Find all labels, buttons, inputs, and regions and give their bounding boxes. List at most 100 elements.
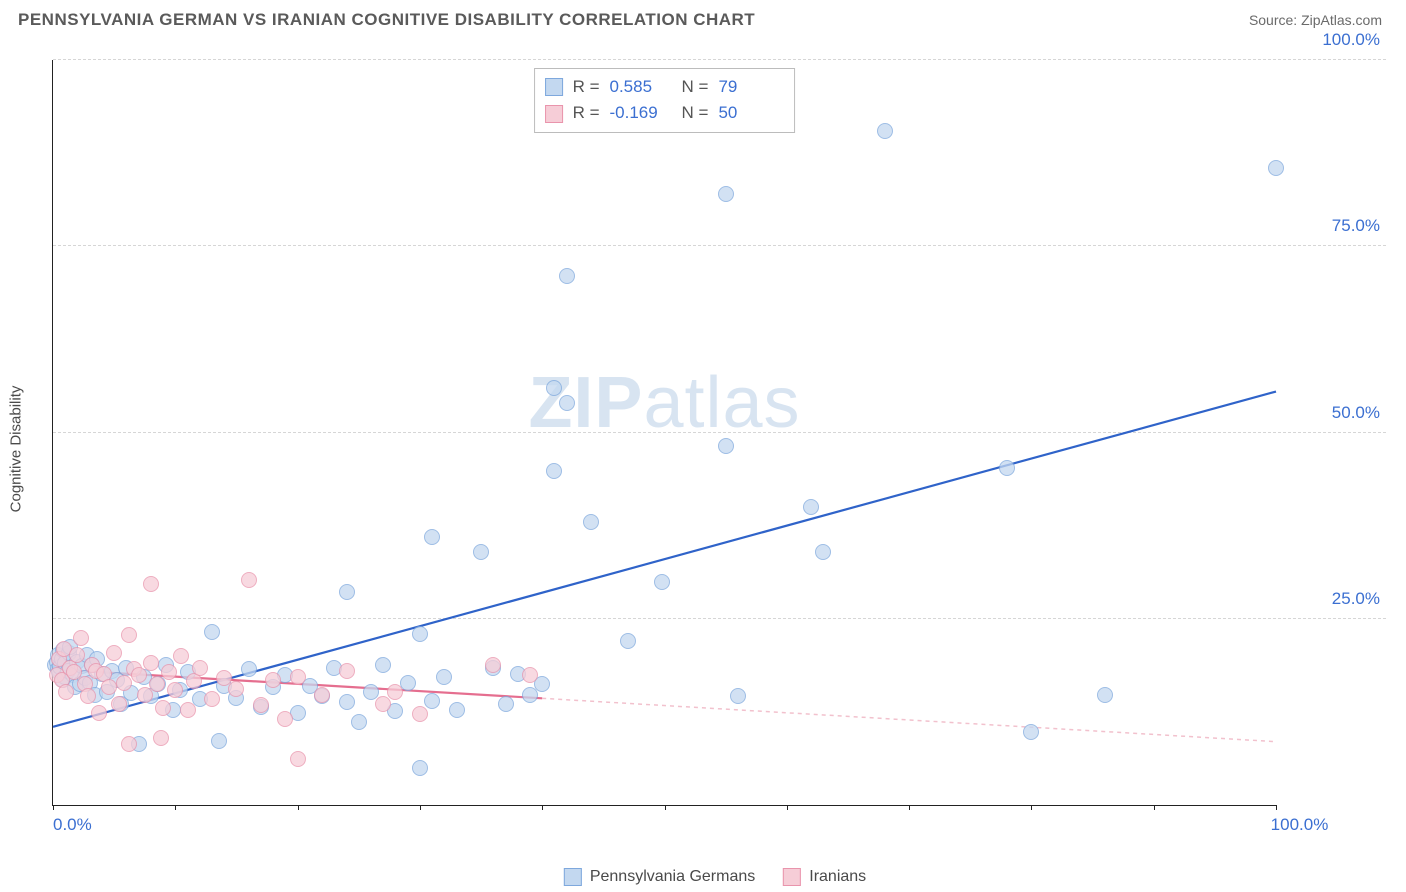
gridline bbox=[53, 618, 1386, 619]
data-point bbox=[583, 514, 599, 530]
x-tick-label: 100.0% bbox=[1271, 815, 1329, 835]
gridline bbox=[53, 59, 1386, 60]
gridline bbox=[53, 245, 1386, 246]
data-point bbox=[1023, 724, 1039, 740]
x-tick bbox=[1154, 805, 1155, 810]
data-point bbox=[449, 702, 465, 718]
scatter-plot: ZIPatlas R =0.585N =79R =-0.169N =50 25.… bbox=[52, 60, 1276, 806]
data-point bbox=[116, 675, 132, 691]
data-point bbox=[412, 760, 428, 776]
data-point bbox=[73, 630, 89, 646]
chart-area: Cognitive Disability ZIPatlas R =0.585N … bbox=[44, 50, 1386, 848]
chart-header: PENNSYLVANIA GERMAN VS IRANIAN COGNITIVE… bbox=[0, 0, 1406, 38]
trend-line-solid bbox=[53, 392, 1276, 727]
x-tick bbox=[298, 805, 299, 810]
data-point bbox=[412, 626, 428, 642]
legend: Pennsylvania Germans Iranians bbox=[564, 868, 866, 886]
data-point bbox=[375, 657, 391, 673]
data-point bbox=[180, 702, 196, 718]
stat-n-label: N = bbox=[682, 100, 709, 126]
data-point bbox=[58, 684, 74, 700]
data-point bbox=[265, 672, 281, 688]
data-point bbox=[228, 681, 244, 697]
stat-n-label: N = bbox=[682, 74, 709, 100]
data-point bbox=[815, 544, 831, 560]
x-tick bbox=[665, 805, 666, 810]
stat-r-value: -0.169 bbox=[610, 100, 672, 126]
data-point bbox=[424, 529, 440, 545]
data-point bbox=[1097, 687, 1113, 703]
data-point bbox=[173, 648, 189, 664]
data-point bbox=[436, 669, 452, 685]
data-point bbox=[69, 647, 85, 663]
data-point bbox=[999, 460, 1015, 476]
data-point bbox=[204, 624, 220, 640]
data-point bbox=[730, 688, 746, 704]
data-point bbox=[111, 696, 127, 712]
x-tick bbox=[175, 805, 176, 810]
data-point bbox=[155, 700, 171, 716]
stats-row: R =0.585N =79 bbox=[545, 74, 781, 100]
data-point bbox=[339, 584, 355, 600]
stat-r-value: 0.585 bbox=[610, 74, 672, 100]
correlation-stats-box: R =0.585N =79R =-0.169N =50 bbox=[534, 68, 796, 133]
data-point bbox=[387, 684, 403, 700]
data-point bbox=[803, 499, 819, 515]
data-point bbox=[559, 268, 575, 284]
data-point bbox=[161, 664, 177, 680]
data-point bbox=[80, 688, 96, 704]
data-point bbox=[498, 696, 514, 712]
series-swatch bbox=[545, 105, 563, 123]
data-point bbox=[241, 572, 257, 588]
x-tick bbox=[542, 805, 543, 810]
data-point bbox=[101, 679, 117, 695]
x-tick bbox=[1276, 805, 1277, 810]
x-tick bbox=[420, 805, 421, 810]
data-point bbox=[143, 576, 159, 592]
data-point bbox=[412, 706, 428, 722]
data-point bbox=[473, 544, 489, 560]
source-attribution: Source: ZipAtlas.com bbox=[1249, 12, 1382, 28]
x-tick bbox=[53, 805, 54, 810]
legend-label: Iranians bbox=[809, 868, 866, 886]
stat-r-label: R = bbox=[573, 74, 600, 100]
data-point bbox=[522, 667, 538, 683]
y-tick-label: 25.0% bbox=[1332, 589, 1380, 609]
data-point bbox=[153, 730, 169, 746]
data-point bbox=[877, 123, 893, 139]
data-point bbox=[253, 697, 269, 713]
data-point bbox=[314, 687, 330, 703]
x-tick-label: 0.0% bbox=[53, 815, 92, 835]
gridline bbox=[53, 432, 1386, 433]
data-point bbox=[1268, 160, 1284, 176]
data-point bbox=[546, 380, 562, 396]
data-point bbox=[241, 661, 257, 677]
trend-line-dashed bbox=[542, 698, 1276, 741]
data-point bbox=[485, 657, 501, 673]
data-point bbox=[106, 645, 122, 661]
data-point bbox=[131, 667, 147, 683]
data-point bbox=[718, 186, 734, 202]
legend-item: Pennsylvania Germans bbox=[564, 868, 755, 886]
x-tick bbox=[909, 805, 910, 810]
y-tick-label: 75.0% bbox=[1332, 216, 1380, 236]
y-tick-label: 50.0% bbox=[1332, 403, 1380, 423]
data-point bbox=[192, 660, 208, 676]
source-link[interactable]: ZipAtlas.com bbox=[1301, 12, 1382, 28]
data-point bbox=[290, 669, 306, 685]
y-tick-label: 100.0% bbox=[1322, 30, 1380, 50]
x-tick bbox=[1031, 805, 1032, 810]
data-point bbox=[546, 463, 562, 479]
data-point bbox=[277, 711, 293, 727]
data-point bbox=[375, 696, 391, 712]
data-point bbox=[121, 736, 137, 752]
series-swatch bbox=[545, 78, 563, 96]
data-point bbox=[424, 693, 440, 709]
data-point bbox=[620, 633, 636, 649]
data-point bbox=[559, 395, 575, 411]
y-axis-label: Cognitive Disability bbox=[8, 386, 25, 513]
legend-swatch bbox=[564, 868, 582, 886]
stats-row: R =-0.169N =50 bbox=[545, 100, 781, 126]
data-point bbox=[654, 574, 670, 590]
legend-swatch bbox=[783, 868, 801, 886]
